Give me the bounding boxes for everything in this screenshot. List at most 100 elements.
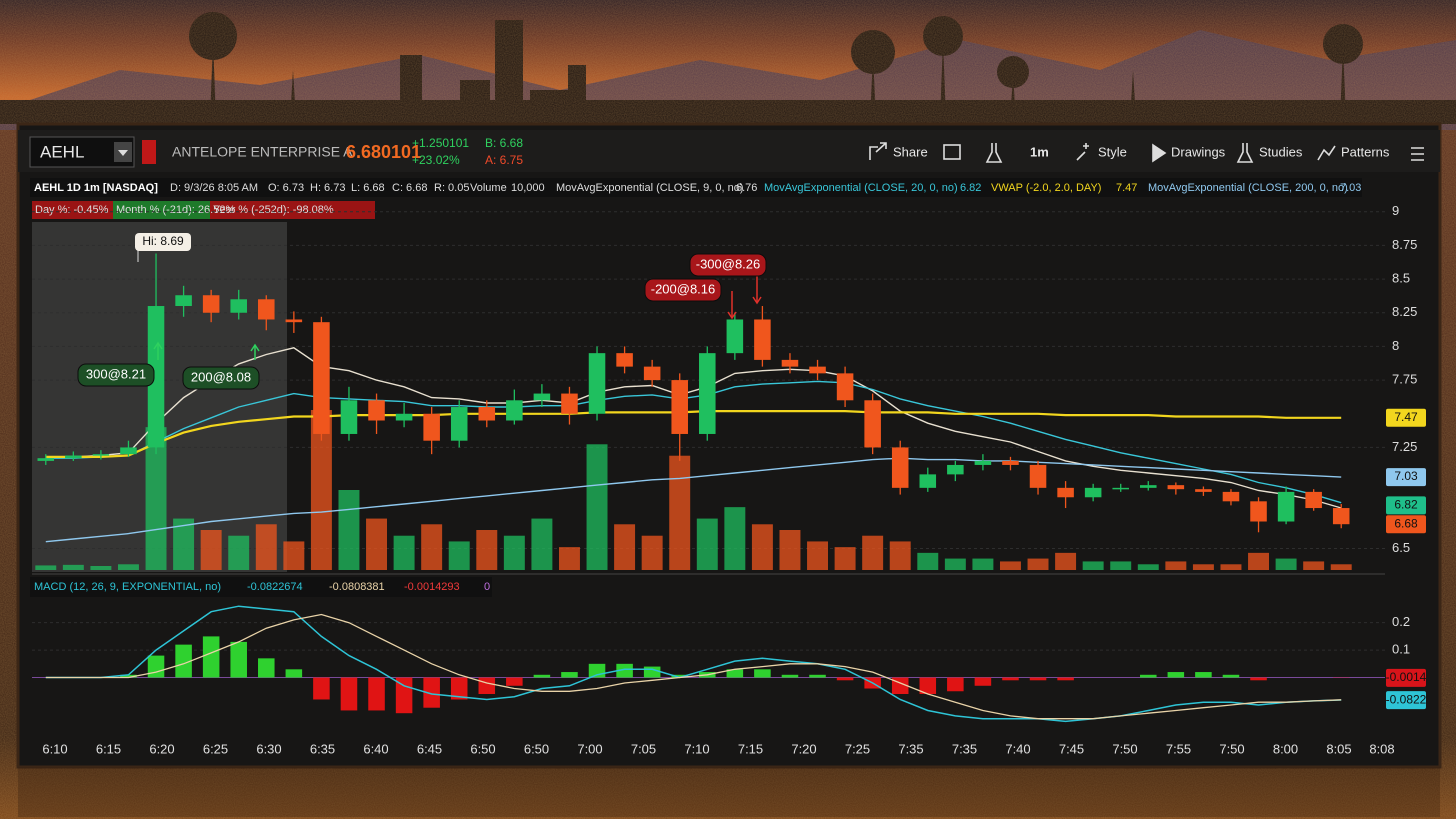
volume-bar: [1275, 558, 1297, 570]
candle-body: [285, 319, 303, 323]
price-marker-label: 6.68: [1394, 516, 1418, 530]
info-range: R: 0.05: [434, 182, 469, 194]
candle-body: [368, 400, 385, 421]
info-close: C: 6.68: [392, 182, 427, 194]
macd-hist-bar: [202, 636, 220, 678]
macd-hist-bar: [1002, 677, 1019, 681]
x-tick-label: 6:25: [203, 741, 228, 756]
macd-header: MACD (12, 26, 9, EXPONENTIAL, no) -0.082…: [30, 577, 492, 597]
info-volume: 10,000: [511, 182, 545, 194]
x-tick-label: 6:40: [363, 741, 388, 756]
volume-bar: [283, 541, 305, 570]
volume-bar: [862, 535, 884, 570]
candle-body: [1112, 487, 1129, 490]
button-style[interactable]: Style: [1098, 144, 1127, 159]
macd-hist-bar: [230, 641, 247, 678]
studies-icon[interactable]: [1236, 143, 1254, 163]
macd-hist-bar: [1250, 677, 1267, 681]
extra-value: 0: [484, 581, 490, 593]
change-pct: +23.02%: [412, 153, 460, 167]
toolbar-symbol[interactable]: AEHL: [29, 136, 135, 168]
y-tick-label: 0.1: [1392, 642, 1410, 657]
volume-bar: [173, 518, 195, 570]
trade-bubble: [182, 366, 260, 390]
ask: A: 6.75: [485, 153, 523, 167]
volume-bar: [1082, 561, 1104, 570]
study-value: 7.03: [1340, 182, 1361, 194]
price-marker: [1386, 515, 1426, 534]
share-icon[interactable]: [869, 142, 887, 160]
macd-hist-bar: [726, 669, 744, 678]
info-volume-label: Volume: [470, 182, 507, 194]
price-marker: [1386, 496, 1426, 515]
macd-hist-bar: [340, 677, 358, 711]
macd-hist-bar: [423, 677, 440, 708]
macd-hist-bar: [120, 674, 137, 678]
line: [45, 613, 1342, 720]
x-tick-label: 6:15: [96, 741, 121, 756]
macd-hist-bar: [561, 672, 578, 678]
y-tick-label: 8.75: [1392, 237, 1417, 252]
macd-hist-bar: [313, 677, 330, 700]
company: ANTELOPE ENTERPRISE A: [172, 144, 353, 160]
candle-body: [423, 413, 440, 441]
toolbar: [18, 130, 1440, 172]
button-patterns[interactable]: Patterns: [1341, 144, 1390, 159]
volume-bar: [35, 565, 57, 570]
volume-bar: [200, 530, 222, 570]
patterns-icon[interactable]: [1317, 145, 1336, 161]
calendar-icon[interactable]: [943, 144, 961, 160]
x-tick-label: 7:00: [577, 741, 602, 756]
button-share[interactable]: Share: [893, 144, 928, 159]
price-marker-label: -0.0822: [1386, 692, 1427, 706]
volume-bar: [1137, 564, 1159, 570]
candle-body: [671, 380, 688, 434]
candle-body: [147, 306, 165, 448]
menu-icon[interactable]: [1411, 147, 1424, 161]
candle-body: [450, 407, 468, 441]
price-marker: [1386, 468, 1426, 487]
drawings-icon[interactable]: [1152, 143, 1167, 163]
candle-body: [616, 353, 633, 367]
x-tick-label: 7:35: [952, 741, 977, 756]
volume-bar: [310, 410, 332, 570]
macd-hist-bar: [478, 677, 496, 694]
candle-body: [92, 454, 110, 456]
volume-bar: [1110, 561, 1132, 570]
candle-body: [1222, 491, 1240, 502]
bid: B: 6.68: [485, 136, 523, 150]
volume-bar: [999, 561, 1021, 570]
stats-line: Day %: -0.45% Month % (-21d): 26.52% Yea…: [32, 201, 375, 219]
flask-icon[interactable]: [985, 143, 1003, 163]
candle-body: [1195, 489, 1212, 492]
x-tick-label: 6:50: [524, 741, 549, 756]
volume-bar: [972, 558, 994, 570]
y-tick-label: 0.2: [1392, 614, 1410, 629]
trade-arrow-head: [153, 341, 163, 350]
x-tick-label: 7:35: [898, 741, 923, 756]
candle-body: [340, 400, 358, 434]
macd-hist-bar: [616, 663, 633, 678]
volume-bar: [448, 541, 470, 570]
study-name: MovAvgExponential (CLOSE, 9, 0, no): [556, 182, 744, 194]
volume-bar: [90, 566, 112, 570]
signal-value: -0.0808381: [329, 581, 385, 593]
volume-bar: [641, 535, 663, 570]
button-interval[interactable]: 1m: [1030, 144, 1049, 159]
volume-bar: [669, 455, 691, 570]
price-marker-label: -0.0014: [1386, 670, 1427, 684]
flag: [142, 140, 156, 164]
macd-hist-bar: [506, 677, 523, 686]
x-tick-label: 6:10: [42, 741, 67, 756]
volume-bar: [1303, 561, 1325, 570]
button-studies[interactable]: Studies: [1259, 144, 1303, 159]
candle-body: [726, 319, 744, 354]
style-icon[interactable]: [1076, 143, 1089, 161]
button-drawings[interactable]: Drawings: [1171, 144, 1226, 159]
candle-body: [65, 455, 82, 459]
symbol[interactable]: AEHL: [40, 142, 84, 161]
candle-body: [506, 400, 523, 421]
volume-bar: [724, 507, 746, 570]
y-tick-label: 8: [1392, 338, 1399, 353]
info-line: AEHL 1D 1m [NASDAQ] D: 9/3/26 8:05 AM O:…: [30, 178, 1362, 197]
